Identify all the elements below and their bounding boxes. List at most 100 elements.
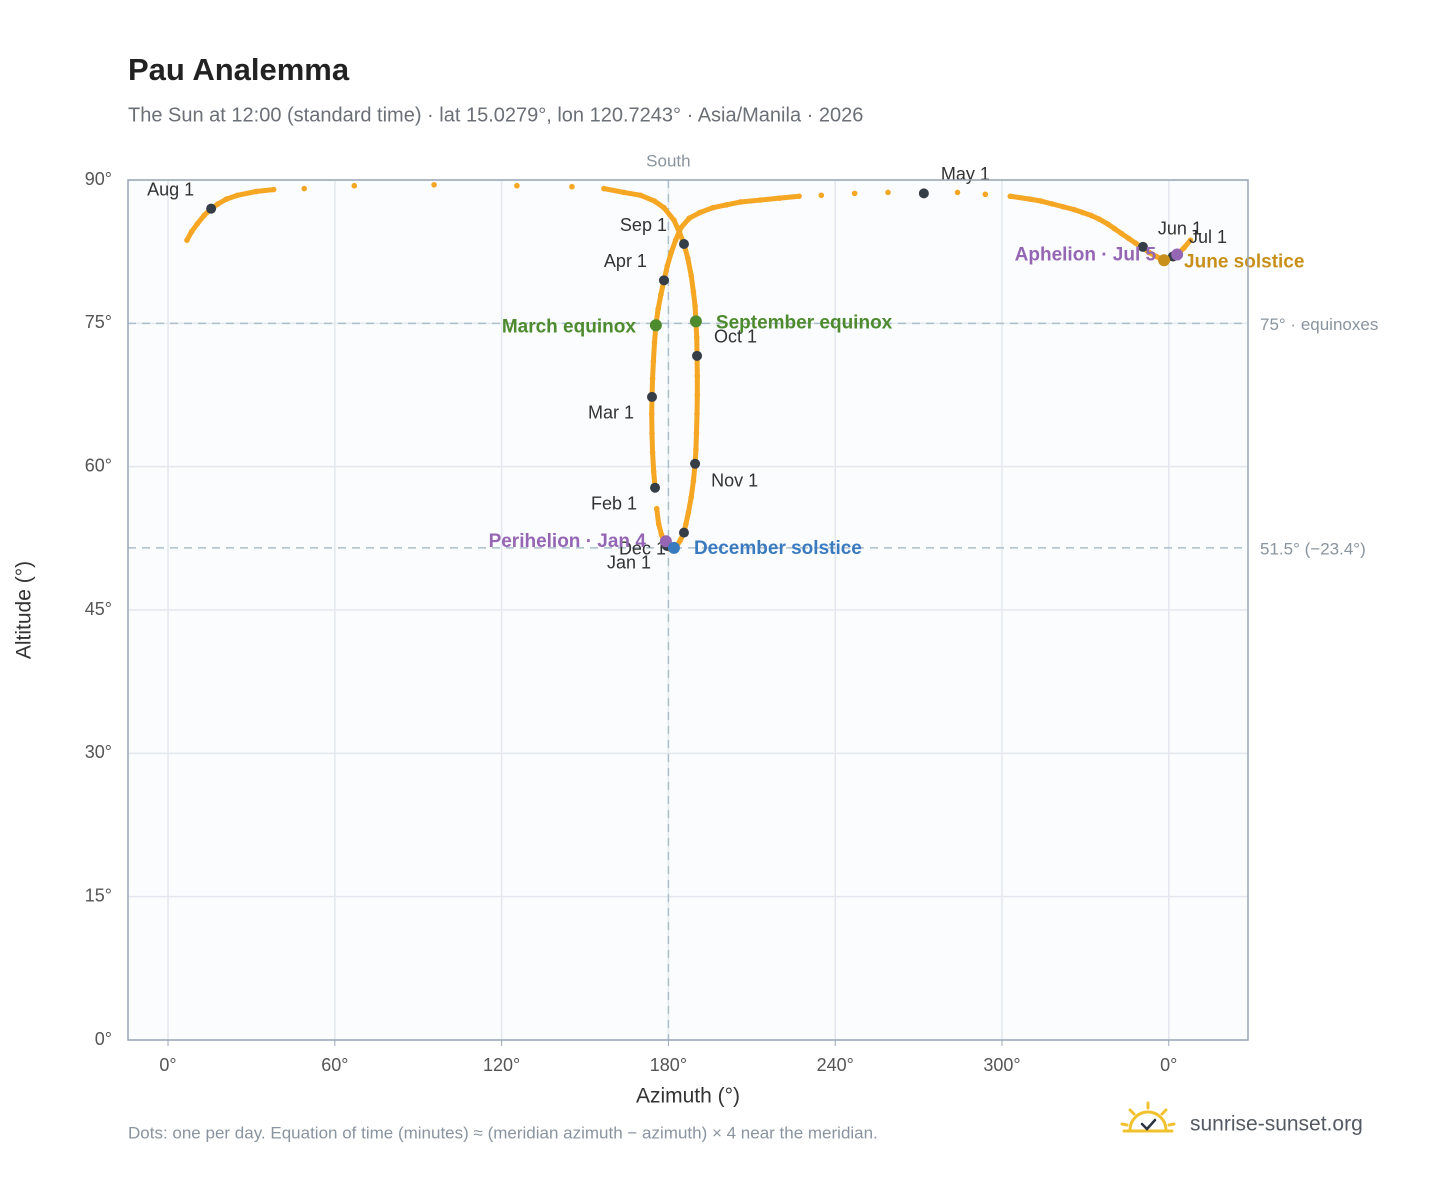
daily-dot: [710, 204, 716, 211]
event-marker: [1171, 248, 1184, 261]
y-tick-label: 0°: [95, 1029, 112, 1049]
reference-label: 75° · equinoxes: [1260, 315, 1378, 334]
daily-dot: [818, 192, 825, 199]
daily-dot: [1153, 253, 1160, 260]
daily-dot: [661, 204, 667, 211]
daily-dot: [683, 521, 689, 527]
daily-dot: [514, 182, 520, 189]
daily-dot: [234, 192, 241, 199]
daily-dot: [658, 291, 664, 298]
event-marker: [659, 535, 672, 548]
plot-border: [127, 179, 1249, 1041]
reference-label: 51.5° (−23.4°): [1260, 539, 1366, 558]
daily-dot: [188, 228, 195, 235]
event-label: December solstice: [694, 538, 862, 559]
x-axis-label: Azimuth (°): [636, 1085, 740, 1108]
daily-dot: [1088, 212, 1094, 219]
daily-dot: [649, 430, 655, 437]
daily-dot: [776, 195, 783, 201]
daily-dot: [697, 209, 703, 216]
daily-dot: [1111, 225, 1118, 232]
x-tick-label: 180°: [650, 1055, 687, 1075]
month-marker: [690, 458, 701, 469]
daily-dot: [1132, 240, 1139, 246]
daily-dot: [651, 198, 658, 204]
daily-dot: [651, 339, 658, 346]
event-marker: [689, 315, 702, 328]
daily-dot: [215, 201, 221, 207]
daily-dot: [301, 185, 308, 192]
footnote: Dots: one per day. Equation of time (min…: [128, 1123, 878, 1142]
month-marker: [692, 350, 703, 361]
daily-dot: [676, 229, 683, 236]
daily-dot: [658, 531, 665, 538]
daily-dot: [690, 478, 697, 484]
daily-dot: [694, 373, 701, 379]
month-label: Mar 1: [588, 403, 634, 423]
daily-dot: [1125, 235, 1132, 242]
daily-dot: [664, 263, 671, 269]
brand: sunrise-sunset.org: [1190, 1113, 1363, 1136]
month-label: May 1: [941, 164, 990, 184]
daily-dot: [1071, 206, 1078, 213]
daily-dot: [672, 237, 679, 243]
x-tick-label: 0°: [159, 1055, 176, 1075]
daily-dot: [686, 215, 693, 222]
daily-dot: [621, 189, 627, 196]
daily-dot: [1187, 237, 1194, 243]
month-marker: [678, 239, 689, 250]
event-label: June solstice: [1184, 251, 1304, 272]
daily-dot: [431, 181, 437, 188]
y-tick-label: 15°: [85, 885, 112, 905]
daily-dot: [223, 196, 230, 202]
month-label: Jul 1: [1189, 227, 1227, 247]
daily-dot: [685, 509, 692, 516]
month-marker: [1137, 241, 1148, 252]
month-label: Oct 1: [714, 327, 757, 347]
y-tick-label: 60°: [85, 455, 112, 475]
x-tick-label: 0°: [1160, 1055, 1177, 1075]
daily-dot: [1026, 196, 1033, 202]
x-tick-label: 300°: [983, 1055, 1020, 1075]
daily-dot: [1049, 201, 1055, 207]
daily-dot: [723, 202, 730, 208]
month-label: Dec 1: [619, 538, 666, 558]
daily-dot: [194, 221, 201, 227]
month-marker: [678, 527, 689, 538]
daily-dot: [737, 199, 744, 205]
daily-dot: [885, 189, 891, 196]
daily-dot: [637, 192, 644, 199]
month-label: Sep 1: [620, 215, 667, 235]
daily-dot: [655, 521, 662, 527]
month-marker: [918, 188, 929, 199]
daily-dot: [693, 446, 699, 453]
daily-dot: [270, 186, 277, 193]
y-tick-label: 45°: [85, 599, 112, 619]
daily-dot: [796, 193, 802, 200]
x-tick-label: 240°: [817, 1055, 854, 1075]
daily-dot: [851, 190, 858, 197]
daily-dot: [649, 375, 656, 382]
event-marker: [649, 319, 662, 332]
daily-dot: [1146, 249, 1153, 256]
daily-dot: [690, 289, 697, 295]
chart-title: Pau Analemma: [128, 52, 350, 87]
daily-dot: [1038, 198, 1044, 204]
daily-dot: [351, 182, 358, 189]
daily-dot: [688, 494, 694, 501]
daily-dot: [201, 212, 207, 219]
event-label: Perihelion · Jan 4: [489, 531, 647, 552]
month-marker: [658, 275, 669, 286]
month-marker: [647, 391, 658, 402]
daily-dot: [692, 303, 698, 309]
daily-dot: [655, 306, 661, 312]
month-label: Aug 1: [147, 179, 194, 199]
daily-dot: [1181, 245, 1187, 251]
daily-dot: [757, 197, 763, 203]
y-tick-label: 75°: [85, 312, 112, 332]
month-label: Feb 1: [591, 493, 637, 513]
month-label: Jan 1: [607, 553, 651, 573]
daily-dot: [693, 334, 700, 341]
